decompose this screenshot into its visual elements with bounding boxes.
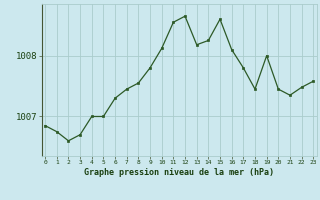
X-axis label: Graphe pression niveau de la mer (hPa): Graphe pression niveau de la mer (hPa) — [84, 168, 274, 177]
